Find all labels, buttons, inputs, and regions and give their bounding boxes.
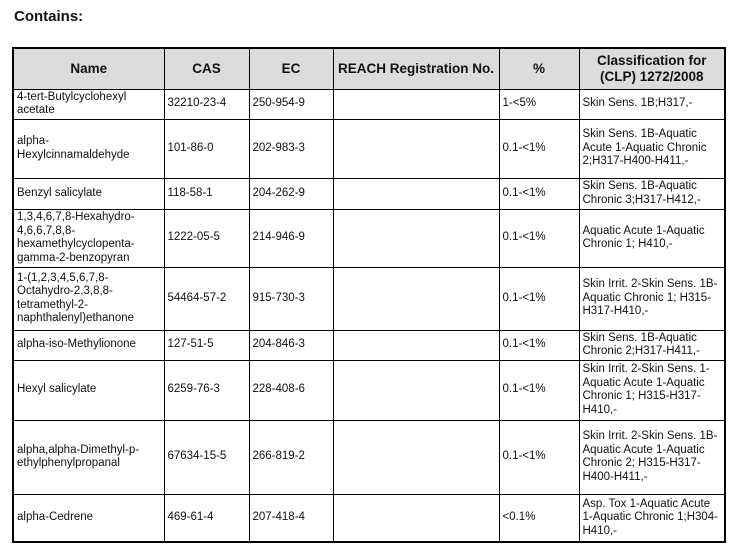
cell-name: 1-(1,2,3,4,5,6,7,8-Octahydro-2,3,8,8-tet… <box>12 266 165 331</box>
cell-reach <box>332 118 500 179</box>
cell-ec: 204-262-9 <box>248 177 334 210</box>
table-row: 1-(1,2,3,4,5,6,7,8-Octahydro-2,3,8,8-tet… <box>12 266 726 331</box>
cell-percent: 0.1-<1% <box>498 118 580 179</box>
cell-reach <box>332 329 500 361</box>
cell-ec: 915-730-3 <box>248 266 334 331</box>
cell-reach <box>332 359 500 421</box>
cell-classification: Skin Sens. 1B-Aquatic Acute 1-Aquatic Ch… <box>578 118 726 179</box>
cell-ec: 214-946-9 <box>248 208 334 268</box>
table-body: 4-tert-Butylcyclohexyl acetate 32210-23-… <box>12 88 726 543</box>
cell-ec: 266-819-2 <box>248 419 334 495</box>
cell-name: alpha-Hexylcinnamaldehyde <box>12 118 165 179</box>
cell-classification: Skin Sens. 1B-Aquatic Chronic 3;H317-H41… <box>578 177 726 210</box>
header-reach: REACH Registration No. <box>332 47 500 90</box>
cell-cas: 469-61-4 <box>163 493 250 543</box>
cell-percent: 0.1-<1% <box>498 329 580 361</box>
cell-name: alpha-iso-Methylionone <box>12 329 165 361</box>
header-classification: Classification for (CLP) 1272/2008 <box>578 47 726 90</box>
cell-classification: Skin Irrit. 2-Skin Sens. 1-Aquatic Acute… <box>578 359 726 421</box>
cell-classification: Skin Sens. 1B-Aquatic Chronic 2;H317-H41… <box>578 329 726 361</box>
header-name: Name <box>12 47 165 90</box>
cell-percent: 0.1-<1% <box>498 419 580 495</box>
header-cas: CAS <box>163 47 250 90</box>
contains-heading: Contains: <box>14 8 84 25</box>
table-row: alpha-Hexylcinnamaldehyde 101-86-0 202-9… <box>12 118 726 179</box>
table-row: 1,3,4,6,7,8-Hexahydro-4,6,6,7,8,8-hexame… <box>12 208 726 268</box>
cell-reach <box>332 266 500 331</box>
cell-percent: <0.1% <box>498 493 580 543</box>
cell-name: 1,3,4,6,7,8-Hexahydro-4,6,6,7,8,8-hexame… <box>12 208 165 268</box>
cell-ec: 250-954-9 <box>248 88 334 120</box>
table-row: alpha-iso-Methylionone 127-51-5 204-846-… <box>12 329 726 361</box>
cell-name: Benzyl salicylate <box>12 177 165 210</box>
cell-percent: 0.1-<1% <box>498 177 580 210</box>
cell-name: Hexyl salicylate <box>12 359 165 421</box>
cell-name: 4-tert-Butylcyclohexyl acetate <box>12 88 165 120</box>
cell-ec: 202-983-3 <box>248 118 334 179</box>
cell-classification: Skin Irrit. 2-Skin Sens. 1B-Aquatic Acut… <box>578 419 726 495</box>
cell-cas: 54464-57-2 <box>163 266 250 331</box>
cell-cas: 32210-23-4 <box>163 88 250 120</box>
cell-ec: 204-846-3 <box>248 329 334 361</box>
cell-cas: 67634-15-5 <box>163 419 250 495</box>
table-row: alpha-Cedrene 469-61-4 207-418-4 <0.1% A… <box>12 493 726 543</box>
table-row: 4-tert-Butylcyclohexyl acetate 32210-23-… <box>12 88 726 120</box>
composition-table: Name CAS EC REACH Registration No. % Cla… <box>12 47 726 543</box>
cell-name: alpha-Cedrene <box>12 493 165 543</box>
cell-percent: 1-<5% <box>498 88 580 120</box>
cell-cas: 1222-05-5 <box>163 208 250 268</box>
cell-classification: Asp. Tox 1-Aquatic Acute 1-Aquatic Chron… <box>578 493 726 543</box>
cell-percent: 0.1-<1% <box>498 208 580 268</box>
cell-cas: 127-51-5 <box>163 329 250 361</box>
cell-reach <box>332 177 500 210</box>
table-row: Hexyl salicylate 6259-76-3 228-408-6 0.1… <box>12 359 726 421</box>
table-header: Name CAS EC REACH Registration No. % Cla… <box>12 47 726 90</box>
cell-reach <box>332 88 500 120</box>
cell-cas: 101-86-0 <box>163 118 250 179</box>
cell-classification: Skin Sens. 1B;H317,- <box>578 88 726 120</box>
cell-reach <box>332 208 500 268</box>
header-ec: EC <box>248 47 334 90</box>
cell-reach <box>332 419 500 495</box>
table-row: alpha,alpha-Dimethyl-p-ethylphenylpropan… <box>12 419 726 495</box>
cell-ec: 207-418-4 <box>248 493 334 543</box>
cell-cas: 6259-76-3 <box>163 359 250 421</box>
cell-percent: 0.1-<1% <box>498 266 580 331</box>
cell-ec: 228-408-6 <box>248 359 334 421</box>
header-row: Name CAS EC REACH Registration No. % Cla… <box>12 47 726 90</box>
cell-classification: Skin Irrit. 2-Skin Sens. 1B-Aquatic Chro… <box>578 266 726 331</box>
cell-classification: Aquatic Acute 1-Aquatic Chronic 1; H410,… <box>578 208 726 268</box>
cell-reach <box>332 493 500 543</box>
cell-cas: 118-58-1 <box>163 177 250 210</box>
header-percent: % <box>498 47 580 90</box>
cell-name: alpha,alpha-Dimethyl-p-ethylphenylpropan… <box>12 419 165 495</box>
cell-percent: 0.1-<1% <box>498 359 580 421</box>
table-row: Benzyl salicylate 118-58-1 204-262-9 0.1… <box>12 177 726 210</box>
